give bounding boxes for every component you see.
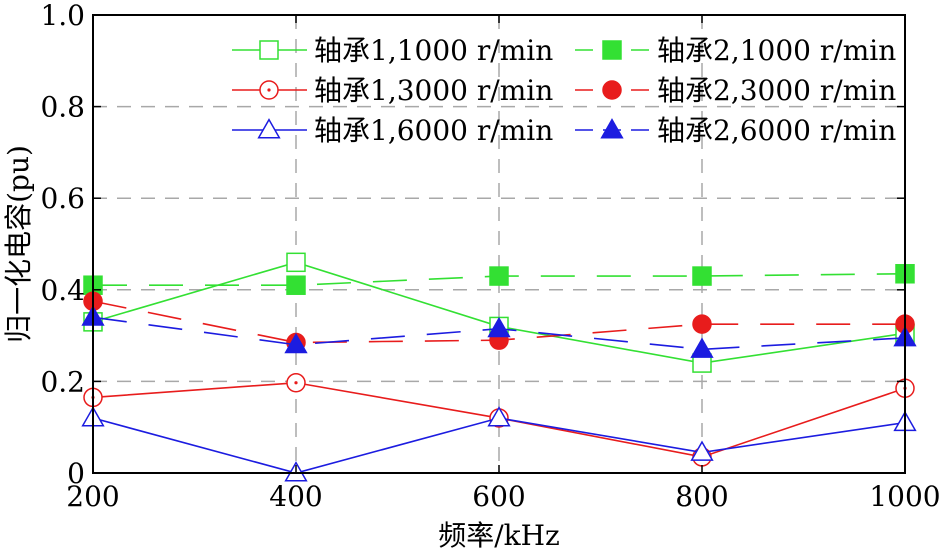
legend-entry: 轴承1,6000 r/min [232, 114, 553, 147]
legend-label: 轴承1,6000 r/min [314, 114, 553, 147]
y-tick-label: 0.8 [40, 91, 85, 124]
legend-label: 轴承1,3000 r/min [314, 74, 553, 107]
legend-marker [259, 40, 279, 60]
legend-marker [257, 118, 281, 139]
data-point [284, 332, 308, 354]
data-point [487, 316, 511, 338]
data-point [286, 252, 306, 273]
legend-marker-dot [267, 88, 271, 92]
y-tick-label: 0 [67, 457, 85, 490]
y-tick-label: 1.0 [40, 0, 85, 32]
data-point [692, 314, 712, 334]
data-point [692, 266, 712, 286]
data-point [489, 266, 509, 286]
ticks: 200 400 600 800 1000 0 0.2 0.4 0.6 0.8 1.0 [40, 0, 939, 513]
x-axis-label: 频率/kHz [438, 519, 560, 552]
x-tick-label: 400 [269, 480, 322, 513]
y-tick-label: 0.4 [40, 274, 85, 307]
legend-entry: 轴承1,3000 r/min [232, 74, 553, 107]
legend-label: 轴承2,6000 r/min [657, 114, 896, 147]
x-tick-label: 800 [675, 480, 728, 513]
data-point [690, 337, 714, 358]
series-6 [81, 305, 917, 358]
grid [93, 15, 905, 473]
legend-marker [602, 80, 622, 100]
legend-label: 轴承1,1000 r/min [314, 34, 553, 67]
data-point [487, 406, 511, 427]
x-tick-label: 1000 [869, 480, 939, 513]
x-tick-label: 600 [472, 480, 525, 513]
legend-entry: 轴承1,1000 r/min [232, 34, 553, 67]
legend-marker [600, 118, 624, 139]
legend-entry: 轴承2,6000 r/min [575, 114, 896, 147]
data-point-dot [294, 381, 298, 385]
legend-entry: 轴承2,1000 r/min [575, 34, 896, 67]
legend-label: 轴承2,3000 r/min [657, 74, 896, 107]
legend: 轴承1,1000 r/min 轴承2,1000 r/min 轴承1,3000 r/m… [232, 34, 896, 147]
y-axis-label: 归一化电容(pu) [2, 145, 35, 343]
x-tick-label: 200 [66, 480, 119, 513]
legend-marker [602, 40, 622, 60]
y-tick-label: 0.2 [40, 365, 85, 398]
legend-entry: 轴承2,3000 r/min [575, 74, 896, 107]
data-point [690, 440, 714, 461]
data-point [286, 275, 306, 295]
y-tick-label: 0.6 [40, 182, 85, 215]
legend-label: 轴承2,1000 r/min [657, 34, 896, 67]
